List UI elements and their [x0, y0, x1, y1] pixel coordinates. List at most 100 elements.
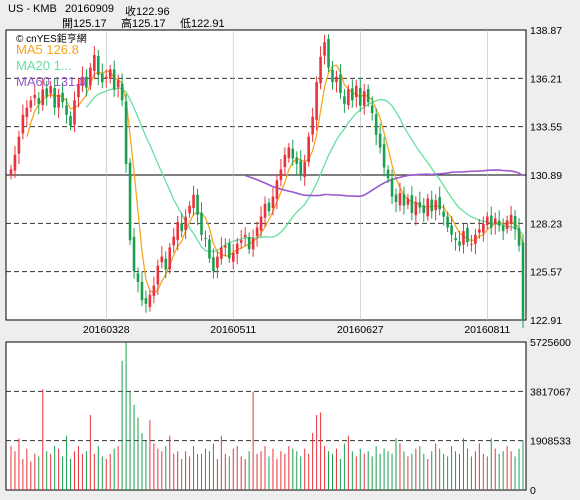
candle-body: [227, 243, 231, 259]
candle-body: [204, 238, 207, 240]
candle-body: [307, 136, 310, 163]
candle-body: [517, 228, 521, 246]
candle-body: [239, 240, 243, 243]
candle-body: [378, 133, 382, 148]
candle-body: [81, 76, 84, 87]
candle-body: [454, 238, 457, 241]
candle-body: [521, 242, 525, 320]
candle-body: [89, 67, 92, 86]
price-y-tick-label: 125.57: [530, 267, 562, 279]
candle-body: [263, 203, 267, 218]
candle-body: [255, 227, 259, 237]
candle-body: [485, 216, 489, 225]
candle-body: [108, 69, 112, 79]
candle-body: [156, 265, 160, 285]
price-x-tick-label: 20160511: [210, 324, 256, 336]
candle-body: [247, 236, 251, 250]
candle-body: [355, 85, 358, 98]
candle-body: [319, 56, 322, 84]
candle-body: [61, 92, 64, 103]
ma20-line: [85, 87, 524, 253]
volume-y-axis-labels: 5725600 3817067 1908533 0: [530, 337, 571, 497]
price-x-axis-labels: 20160328 20160511 20160627 20160811: [83, 324, 511, 336]
candle-body: [303, 162, 307, 177]
candle-body: [450, 225, 453, 235]
candle-body: [251, 238, 255, 250]
candle-body: [124, 101, 128, 164]
candle-body: [164, 258, 168, 270]
candle-body: [85, 76, 88, 88]
candle-body: [398, 192, 402, 206]
candle-body: [172, 236, 176, 246]
candle-body: [231, 252, 235, 262]
candle-body: [489, 215, 493, 228]
low-price: 低122.91: [180, 18, 225, 30]
candle-body: [426, 198, 430, 217]
brand-logo-text: © cnYES鉅亨網: [16, 34, 87, 45]
candle-body: [21, 114, 25, 134]
candle-body: [501, 225, 505, 232]
candle-body: [271, 196, 275, 208]
candle-body: [438, 196, 441, 210]
quote-date: 20160909: [65, 3, 114, 15]
candle-body: [37, 98, 41, 104]
legend-ma60: MA60 131.0: [16, 74, 87, 89]
price-y-tick-label: 136.21: [530, 73, 562, 85]
candle-body: [343, 96, 346, 104]
price-x-tick-label: 20160627: [337, 324, 384, 336]
candle-body: [509, 214, 513, 224]
candle-body: [243, 234, 247, 237]
candle-body: [339, 74, 342, 94]
candle-body: [323, 42, 326, 56]
ma60-line: [244, 169, 524, 198]
candle-body: [513, 215, 517, 230]
candle-body: [351, 88, 354, 101]
candle-body: [279, 169, 283, 181]
volume-bars: [10, 342, 524, 490]
price-x-tick-label: 20160811: [464, 324, 510, 336]
candle-body: [390, 178, 394, 197]
candle-body: [434, 200, 437, 211]
legend-ma20: MA20 1...: [16, 58, 72, 73]
candle-body: [466, 227, 469, 243]
candle-body: [196, 194, 199, 215]
candle-body: [100, 73, 104, 83]
candle-body: [9, 169, 13, 175]
candle-body: [17, 136, 21, 154]
price-y-tick-label: 130.89: [530, 170, 562, 182]
candle-body: [414, 202, 418, 216]
candle-body: [430, 199, 434, 212]
candle-body: [216, 256, 219, 268]
legend-ma5: MA5 126.8: [16, 42, 79, 57]
candle-body: [410, 195, 414, 213]
candle-body: [57, 94, 60, 108]
candle-body: [13, 154, 17, 171]
price-candles: [9, 34, 525, 328]
candle-body: [180, 223, 183, 232]
candle-body: [386, 169, 390, 179]
candle-body: [212, 257, 215, 272]
volume-y-tick-label: 0: [530, 485, 536, 497]
volume-y-tick-label: 5725600: [530, 337, 571, 349]
candle-body: [478, 229, 481, 233]
high-price: 高125.17: [121, 18, 166, 30]
candle-body: [112, 69, 116, 90]
volume-y-tick-label: 3817067: [530, 386, 571, 398]
candle-body: [291, 148, 295, 159]
candle-body: [382, 144, 386, 168]
volume-y-tick-label: 1908533: [530, 436, 571, 448]
candle-body: [462, 231, 465, 245]
candle-body: [299, 160, 303, 175]
close-price: 收122.96: [125, 6, 170, 18]
candle-body: [394, 194, 398, 203]
candle-body: [406, 198, 410, 205]
candle-body: [315, 82, 318, 120]
candle-body: [192, 194, 195, 208]
candle-body: [208, 239, 211, 259]
candle-body: [152, 285, 156, 296]
volume-panel: 5725600 3817067 1908533 0: [5, 337, 571, 497]
volume-gridlines: [6, 390, 526, 442]
candle-body: [358, 87, 362, 106]
candle-body: [224, 245, 227, 248]
